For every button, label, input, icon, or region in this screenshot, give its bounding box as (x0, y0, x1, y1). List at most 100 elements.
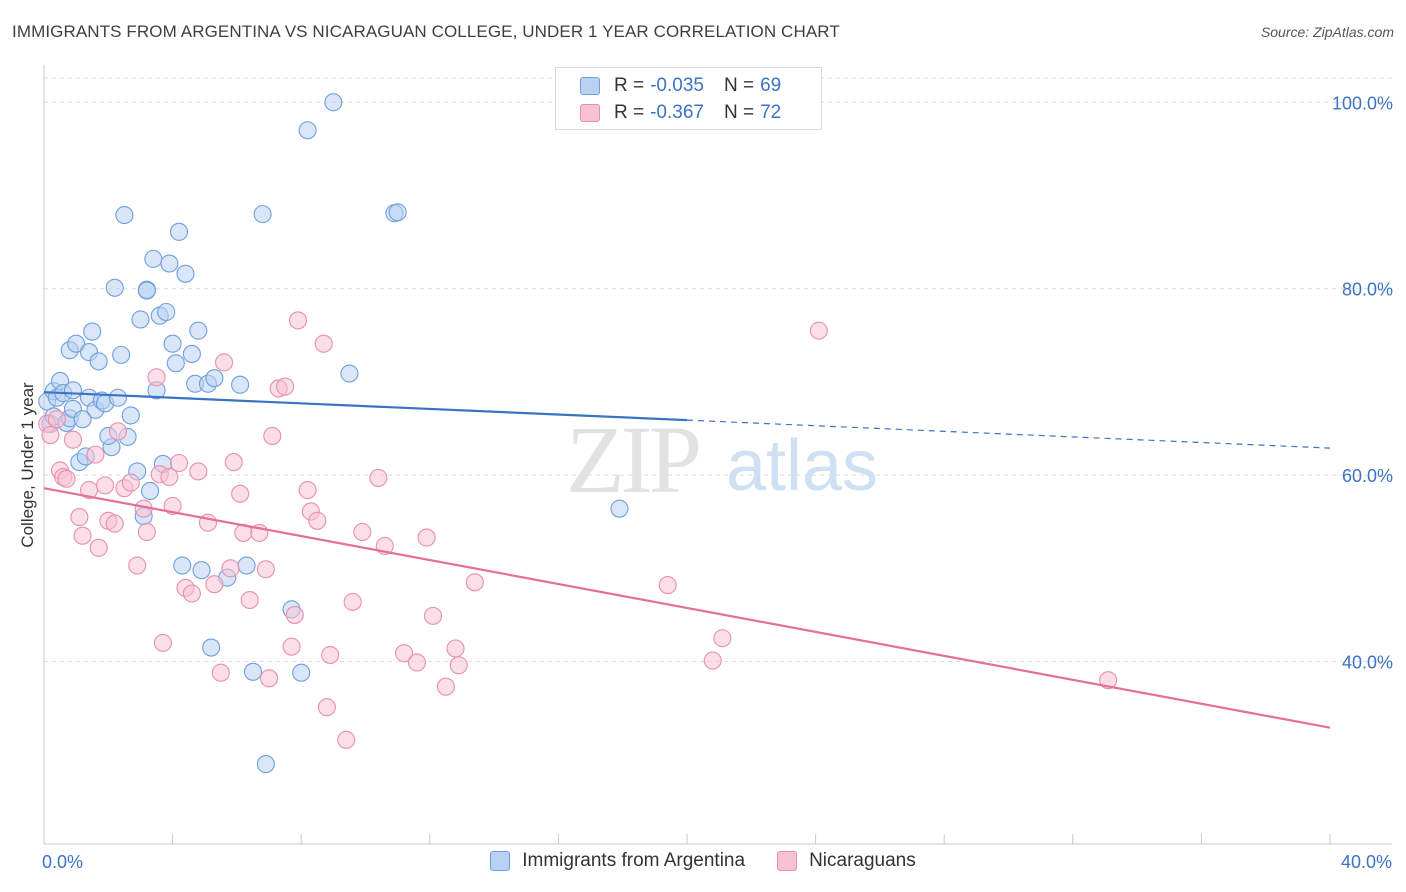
nicaraguan-point (288, 311, 308, 330)
legend-swatch-blue (580, 77, 600, 95)
argentina-point (176, 264, 195, 283)
argentina-point (202, 638, 221, 657)
argentina-point (205, 369, 224, 388)
nicaraguan-point (96, 476, 115, 495)
nicaraguan-point (147, 368, 166, 387)
nicaraguan-point (1099, 671, 1118, 690)
nicaraguan-point (317, 698, 336, 717)
legend-n-value: 69 (760, 75, 782, 96)
argentina-point (298, 121, 317, 140)
watermark: ZIP atlas (566, 406, 878, 513)
argentina-point (166, 354, 185, 373)
nicaraguan-point (86, 445, 105, 464)
nicaraguan-point (63, 430, 82, 449)
y-tick-labels: 40.0% 60.0% 80.0% 100.0% (1332, 93, 1393, 672)
nicaraguan-trend-line (43, 487, 1331, 729)
nicaraguan-point (121, 473, 140, 492)
nicaraguan-point (285, 605, 304, 624)
nicaraguan-point (321, 645, 340, 665)
argentina-point (163, 334, 182, 353)
series-legend: Immigrants from Argentina Nicaraguans (0, 850, 1406, 872)
argentina-point (388, 203, 407, 222)
y-tick-label: 100.0% (1332, 93, 1393, 113)
legend-label-nicaraguans: Nicaraguans (809, 850, 916, 871)
argentina-point (105, 278, 124, 297)
argentina-point (89, 352, 108, 371)
nicaraguan-point (89, 538, 108, 557)
argentina-point (231, 375, 250, 394)
legend-swatch-pink (580, 104, 600, 122)
nicaraguan-point (407, 653, 426, 672)
argentina-point (112, 345, 131, 364)
nicaraguan-point (221, 559, 240, 578)
legend-n-label: N = (723, 75, 755, 96)
argentina-point (340, 364, 359, 383)
nicaraguan-point (70, 508, 89, 527)
legend-item-nicaraguans: Nicaraguans (777, 850, 916, 872)
nicaraguan-point (259, 669, 279, 688)
nicaraguan-point (713, 629, 732, 648)
trend-lines (43, 391, 1331, 729)
x-tick-label-max: 40.0% (1340, 852, 1392, 872)
nicaraguan-point (224, 453, 243, 472)
argentina-point (73, 410, 92, 429)
legend-r-value: -0.367 (650, 102, 704, 123)
chart-title: IMMIGRANTS FROM ARGENTINA VS NICARAGUAN … (12, 22, 840, 41)
argentina-point (115, 206, 134, 225)
nicaraguan-point (809, 321, 828, 340)
nicaraguan-point (282, 637, 301, 656)
nicaraguan-point (105, 514, 124, 533)
nicaraguan-point (240, 590, 259, 610)
nicaraguan-point (465, 573, 484, 592)
argentina-point (324, 93, 343, 112)
nicaraguan-point (73, 526, 92, 545)
nicaraguan-point (214, 353, 234, 372)
nicaraguan-point (369, 468, 388, 487)
legend-swatch-blue (490, 851, 511, 871)
x-tick-label-min: 0.0% (42, 852, 84, 872)
data-points (38, 93, 1118, 774)
legend-label-argentina: Immigrants from Argentina (522, 850, 746, 871)
nicaraguan-point (343, 592, 362, 611)
y-axis-label: College, Under 1 year (18, 382, 37, 548)
argentina-point (192, 561, 211, 580)
argentina-point (237, 556, 256, 575)
argentina-point (243, 662, 263, 681)
legend-row-nicaraguans: R = -0.367 N = 72 (580, 100, 781, 126)
argentina-point (253, 205, 272, 224)
argentina-point (157, 302, 176, 322)
nicaraguan-point (703, 651, 722, 670)
watermark-zip: ZIP (566, 406, 699, 513)
argentina-point (67, 334, 86, 353)
nicaraguan-point (137, 522, 156, 542)
argentina-trend-line (43, 391, 688, 422)
argentina-point (256, 755, 275, 774)
legend-swatch-pink (777, 851, 798, 871)
axes (43, 65, 1392, 845)
nicaraguan-point (263, 426, 282, 446)
nicaraguan-point (658, 576, 677, 595)
nicaraguan-point (41, 425, 60, 445)
argentina-point (182, 344, 201, 364)
nicaraguan-point (395, 644, 414, 663)
argentina-point (292, 663, 311, 682)
argentina-trend-extension (686, 419, 1331, 449)
argentina-point (141, 481, 160, 501)
nicaraguan-point (205, 575, 224, 594)
argentina-point (137, 281, 156, 300)
nicaraguan-point (108, 422, 127, 441)
argentina-point (189, 321, 208, 340)
nicaraguan-point (47, 410, 66, 429)
nicaraguan-point (256, 560, 275, 579)
argentina-point (83, 322, 102, 341)
argentina-point (108, 388, 127, 407)
nicaraguan-point (417, 528, 436, 547)
nicaraguan-point (423, 606, 443, 625)
legend-n-value: 72 (760, 102, 782, 123)
legend-item-argentina: Immigrants from Argentina (490, 850, 745, 872)
legend-n-label: N = (723, 102, 755, 123)
nicaraguan-point (449, 656, 468, 675)
nicaraguan-point (353, 522, 372, 542)
legend-row-argentina: R = -0.035 N = 69 (580, 73, 781, 99)
